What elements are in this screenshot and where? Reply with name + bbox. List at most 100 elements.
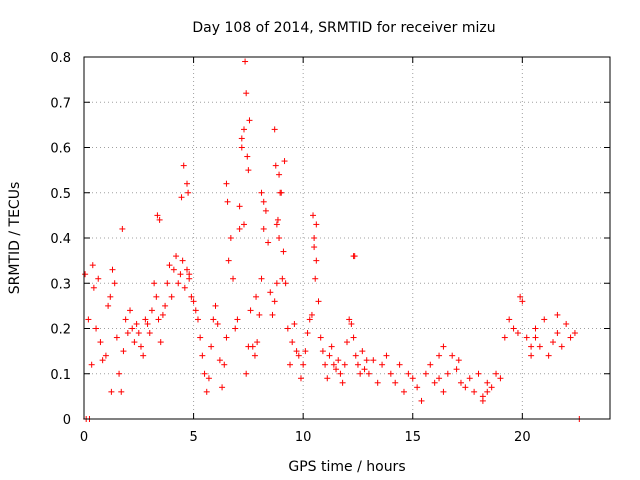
data-point [203, 388, 210, 395]
data-point [330, 361, 337, 368]
data-point [224, 198, 231, 205]
data-point [427, 361, 434, 368]
data-point [322, 361, 329, 368]
data-point [118, 388, 125, 395]
data-point [109, 266, 116, 273]
data-point [271, 298, 278, 305]
data-point [156, 216, 163, 223]
data-point [317, 334, 324, 341]
data-point [279, 275, 286, 282]
chart-title: Day 108 of 2014, SRMTID for receiver miz… [192, 20, 495, 36]
y-tick-label: 0.6 [50, 142, 71, 157]
data-point [449, 352, 456, 359]
data-point [199, 352, 206, 359]
y-tick-label: 0.7 [50, 96, 71, 111]
data-point [219, 384, 226, 391]
data-point [245, 167, 252, 174]
data-point [339, 379, 346, 386]
data-point [333, 366, 340, 373]
data-point [225, 257, 232, 264]
data-point [545, 352, 552, 359]
data-point [276, 171, 283, 178]
data-point [127, 307, 134, 314]
data-point [291, 320, 298, 327]
data-point [154, 212, 161, 219]
data-point [251, 352, 258, 359]
data-point [422, 370, 429, 377]
data-point [313, 257, 320, 264]
data-point [243, 90, 250, 97]
data-point [341, 361, 348, 368]
data-point [440, 388, 447, 395]
data-point [181, 284, 188, 291]
data-point [466, 375, 473, 382]
data-point [162, 302, 169, 309]
data-point [293, 348, 300, 355]
data-point [124, 330, 131, 337]
data-point [567, 334, 574, 341]
data-point [497, 375, 504, 382]
data-point [153, 293, 160, 300]
data-point [208, 343, 215, 350]
data-point [431, 379, 438, 386]
y-tick-label: 0 [63, 413, 71, 428]
data-point [348, 320, 355, 327]
data-point [216, 357, 223, 364]
data-point [326, 352, 333, 359]
data-point [157, 339, 164, 346]
data-point [282, 280, 289, 287]
data-point [514, 330, 521, 337]
data-point [85, 316, 92, 323]
data-point [471, 388, 478, 395]
data-point [383, 352, 390, 359]
x-axis-label: GPS time / hours [288, 459, 405, 475]
data-point [550, 339, 557, 346]
data-point [129, 325, 136, 332]
data-point [528, 352, 535, 359]
data-point [185, 189, 192, 196]
data-point [247, 307, 254, 314]
data-point [201, 370, 208, 377]
data-point [379, 361, 386, 368]
data-point [111, 280, 118, 287]
data-point [89, 262, 96, 269]
data-point [88, 361, 95, 368]
x-tick-label: 0 [80, 430, 88, 445]
data-point [532, 325, 539, 332]
data-point [214, 320, 221, 327]
data-point [311, 235, 318, 241]
x-tick-label: 15 [404, 430, 421, 445]
data-point [267, 289, 274, 296]
data-point [249, 343, 256, 350]
data-point [563, 320, 570, 327]
data-point [295, 352, 302, 359]
y-tick-label: 0.5 [50, 187, 71, 202]
data-point [102, 352, 109, 359]
y-axis-label: SRMTID / TECUs [7, 182, 23, 295]
data-point [280, 248, 287, 255]
data-point [230, 275, 237, 282]
data-point [453, 366, 460, 373]
data-point [324, 375, 331, 382]
data-point [243, 370, 250, 377]
data-point [335, 357, 342, 364]
data-point [273, 280, 280, 287]
data-point [440, 343, 447, 350]
data-point [289, 339, 296, 346]
data-point [365, 370, 372, 377]
data-point [479, 397, 486, 404]
data-point [269, 311, 276, 318]
data-point [258, 189, 265, 196]
data-point [444, 370, 451, 377]
data-point [274, 216, 281, 223]
data-points [82, 58, 583, 422]
data-point [370, 357, 377, 364]
data-point [260, 225, 267, 232]
data-point [396, 361, 403, 368]
data-point [519, 298, 526, 305]
data-point [517, 293, 524, 300]
data-point [190, 298, 197, 305]
data-point [571, 330, 578, 337]
data-point [180, 162, 187, 169]
data-point [302, 348, 309, 355]
